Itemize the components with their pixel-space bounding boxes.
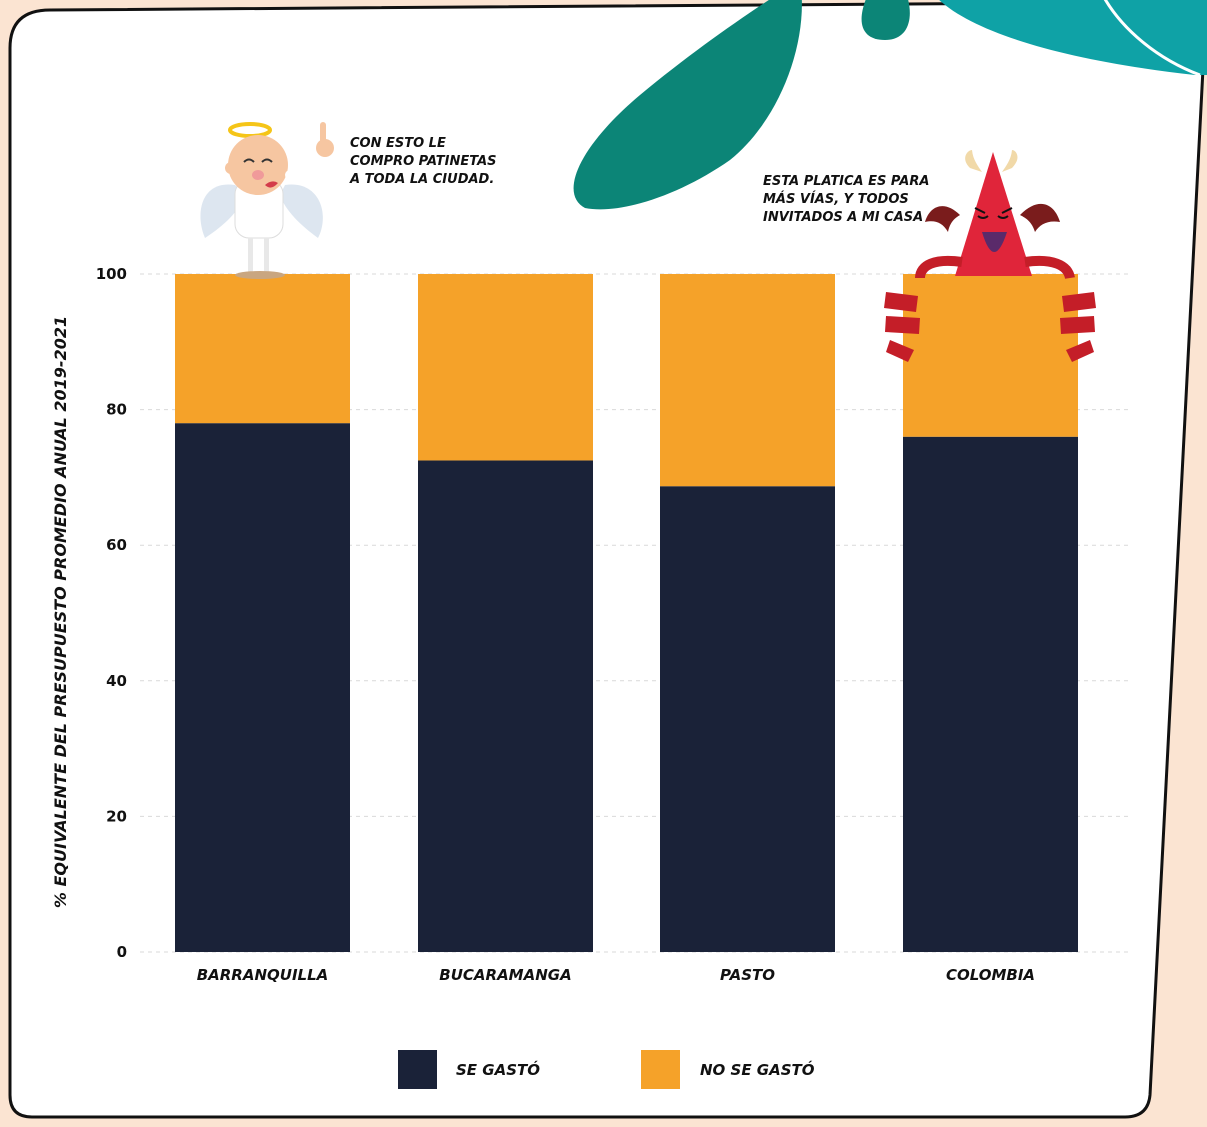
legend: SE GASTÓ NO SE GASTÓ	[398, 1050, 815, 1089]
legend-label-se-gasto: SE GASTÓ	[456, 1060, 540, 1079]
legend-swatch-no-se-gasto	[641, 1050, 680, 1089]
bar-bucaramanga-no-se-gasto	[418, 274, 593, 461]
y-tick-label: 20	[106, 807, 127, 825]
leaf-decoration	[573, 0, 1207, 210]
bar-pasto-no-se-gasto	[660, 274, 835, 487]
legend-label-no-se-gasto: NO SE GASTÓ	[700, 1060, 815, 1079]
bar-barranquilla-se-gasto	[175, 423, 350, 952]
angel-character	[200, 122, 334, 279]
y-tick-label: 80	[106, 401, 127, 419]
y-tick-label: 40	[106, 672, 127, 690]
x-tick-label: PASTO	[720, 966, 775, 984]
x-tick-label: BUCARAMANGA	[439, 966, 571, 984]
devil-hands	[884, 292, 1096, 362]
bar-barranquilla-no-se-gasto	[175, 274, 350, 424]
bar-colombia-se-gasto	[903, 436, 1078, 953]
x-axis-ticks: BARRANQUILLA BUCARAMANGA PASTO COLOMBIA	[197, 966, 1035, 984]
devil-character	[915, 150, 1075, 280]
bars	[175, 274, 1078, 953]
x-tick-label: COLOMBIA	[946, 966, 1035, 984]
bar-bucaramanga-se-gasto	[418, 460, 593, 952]
legend-swatch-se-gasto	[398, 1050, 437, 1089]
y-axis-title: % EQUIVALENTE DEL PRESUPUESTO PROMEDIO A…	[51, 316, 70, 908]
angel-halo	[228, 122, 272, 138]
y-tick-label: 100	[96, 265, 127, 283]
y-tick-label: 0	[117, 943, 127, 961]
devil-speech: ESTA PLATICA ES PARA MÁS VÍAS, Y TODOS I…	[763, 174, 934, 225]
y-tick-label: 60	[106, 536, 127, 554]
bar-pasto-se-gasto	[660, 486, 835, 952]
x-tick-label: BARRANQUILLA	[197, 966, 329, 984]
angel-speech: CON ESTO LE COMPRO PATINETAS A TODA LA C…	[349, 136, 501, 187]
bar-colombia-no-se-gasto	[903, 274, 1078, 437]
y-axis-ticks: 0 20 40 60 80 100	[96, 265, 127, 961]
